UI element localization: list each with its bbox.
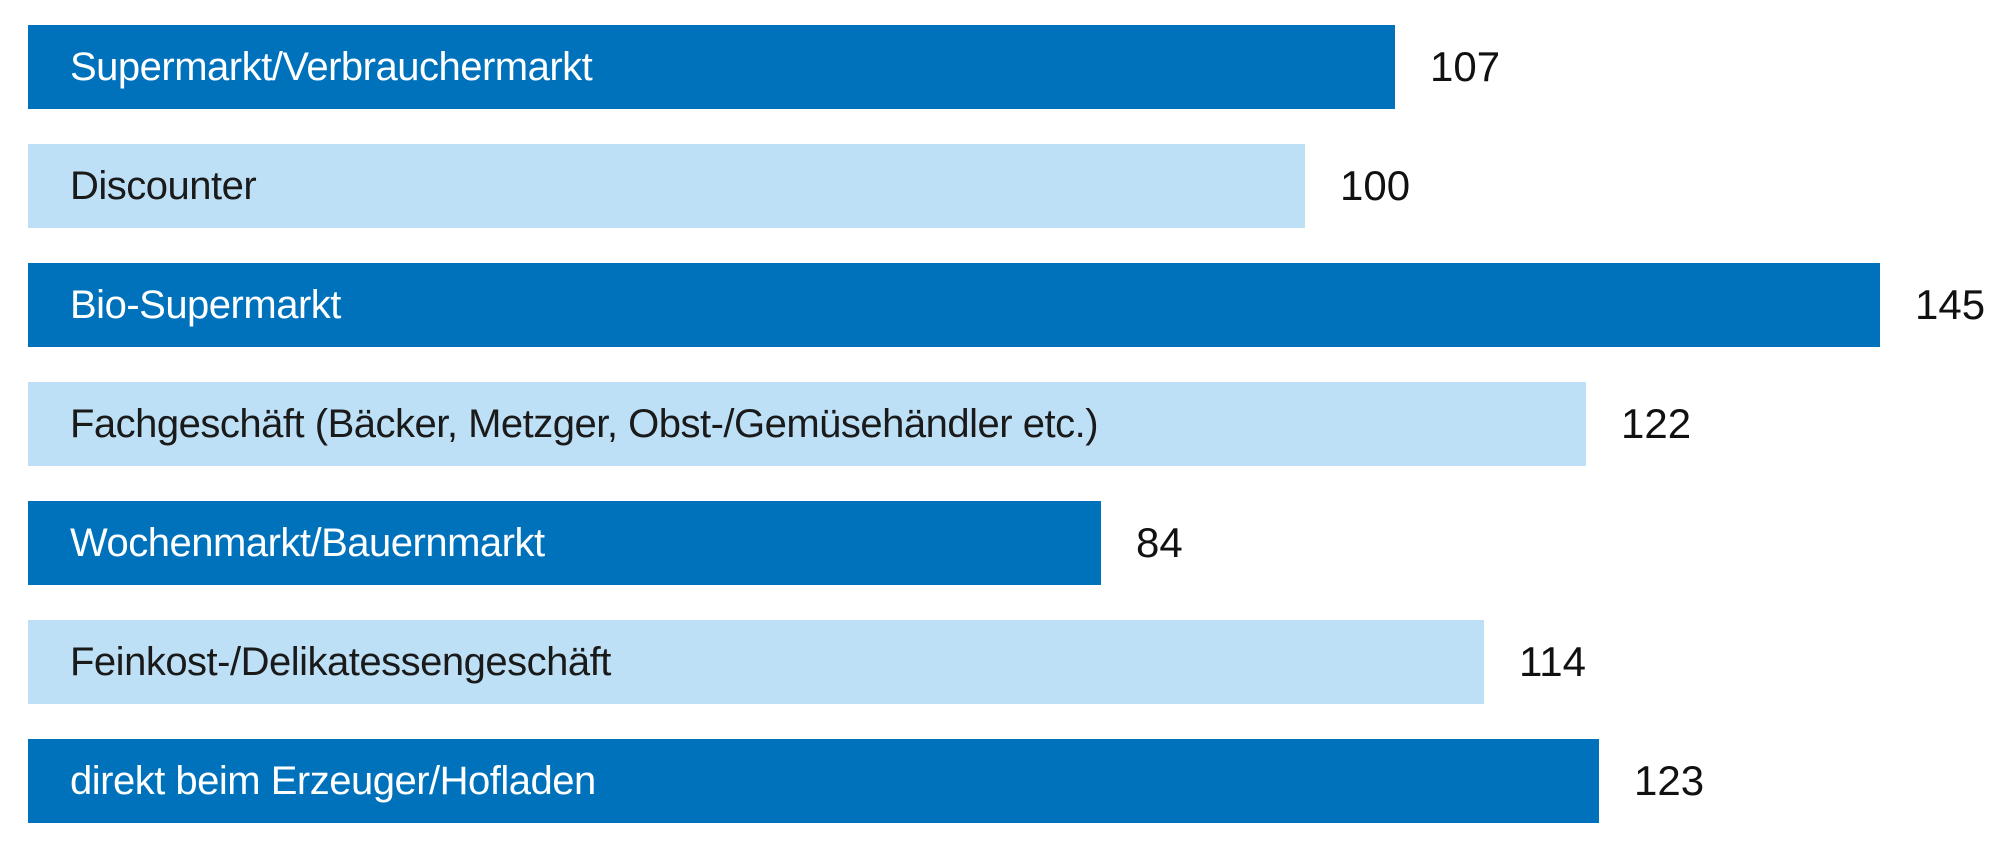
bar-row: Discounter 100 [28,144,2004,228]
value-label: 100 [1340,162,1411,209]
bar: Wochenmarkt/Bauernmarkt [28,501,1101,585]
value-label: 145 [1915,281,1986,328]
bar: Feinkost-/Delikatessengeschäft [28,620,1484,704]
bar-row: Bio-Supermarkt 145 [28,263,2004,347]
value-label: 122 [1621,400,1692,447]
bar-row: Supermarkt/Verbrauchermarkt 107 [28,25,2004,109]
category-label: Bio-Supermarkt [70,283,341,327]
bar: Fachgeschäft (Bäcker, Metzger, Obst-/Gem… [28,382,1586,466]
bar-row: direkt beim Erzeuger/Hofladen 123 [28,739,2004,823]
category-label: Fachgeschäft (Bäcker, Metzger, Obst-/Gem… [70,402,1099,446]
bar-row: Feinkost-/Delikatessengeschäft 114 [28,620,2004,704]
bar-row: Fachgeschäft (Bäcker, Metzger, Obst-/Gem… [28,382,2004,466]
value-label: 107 [1430,43,1501,90]
value-label: 123 [1634,757,1705,804]
category-label: Wochenmarkt/Bauernmarkt [70,521,545,565]
bar-chart-rows: Supermarkt/Verbrauchermarkt 107 Discount… [28,25,2004,823]
value-label: 114 [1519,638,1586,685]
category-label: direkt beim Erzeuger/Hofladen [70,759,596,803]
category-label: Supermarkt/Verbrauchermarkt [70,45,593,89]
category-label: Feinkost-/Delikatessengeschäft [70,640,611,684]
bar: Supermarkt/Verbrauchermarkt [28,25,1395,109]
value-label: 84 [1136,519,1183,566]
bar: Discounter [28,144,1305,228]
bar: Bio-Supermarkt [28,263,1880,347]
bar: direkt beim Erzeuger/Hofladen [28,739,1599,823]
category-label: Discounter [70,164,257,208]
bar-row: Wochenmarkt/Bauernmarkt 84 [28,501,2004,585]
